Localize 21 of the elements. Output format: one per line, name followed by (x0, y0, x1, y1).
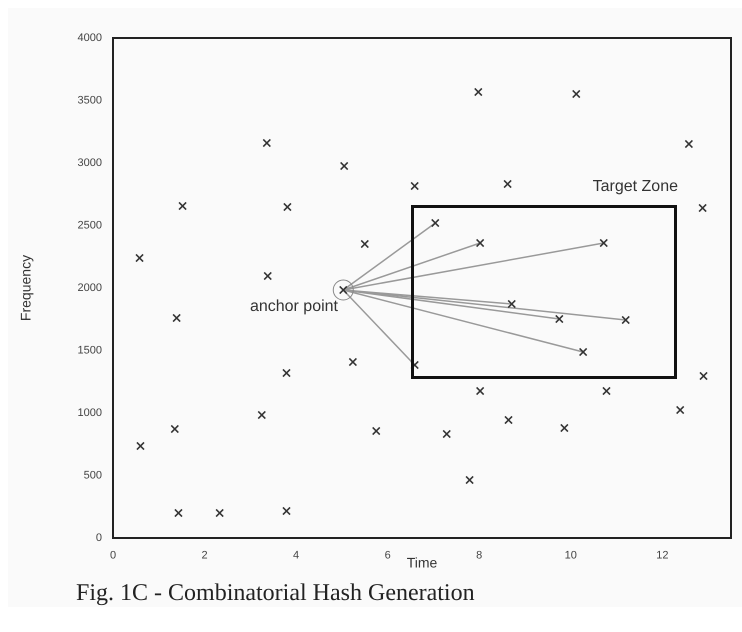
y-tick-label: 1000 (78, 407, 102, 420)
annotation: Target Zone (592, 178, 678, 196)
y-tick-label: 3000 (78, 157, 102, 170)
x-tick-label: 8 (476, 550, 482, 562)
annotation: anchor point (250, 298, 338, 316)
y-tick-label: 500 (84, 470, 102, 482)
y-tick-label: 1500 (78, 344, 102, 357)
text: Fig. 1C - Combinatorial Hash Generation (75, 579, 476, 607)
x-tick-label: 10 (564, 550, 577, 562)
x-tick-label: 0 (110, 550, 116, 562)
y-tick-label: 2000 (78, 282, 102, 294)
x-tick-label: 6 (384, 550, 391, 562)
y-tick-label: 0 (96, 532, 102, 544)
y-tick-label: 3500 (78, 94, 102, 107)
y-tick-label: 4000 (78, 32, 102, 44)
x-tick-label: 2 (201, 550, 208, 562)
y-tick-label: 2500 (78, 220, 102, 232)
x-tick-label: 12 (656, 550, 668, 562)
x-axis-title: Time (406, 554, 438, 570)
x-tick-label: 4 (293, 550, 300, 562)
y-axis-title: Frequency (17, 254, 34, 322)
